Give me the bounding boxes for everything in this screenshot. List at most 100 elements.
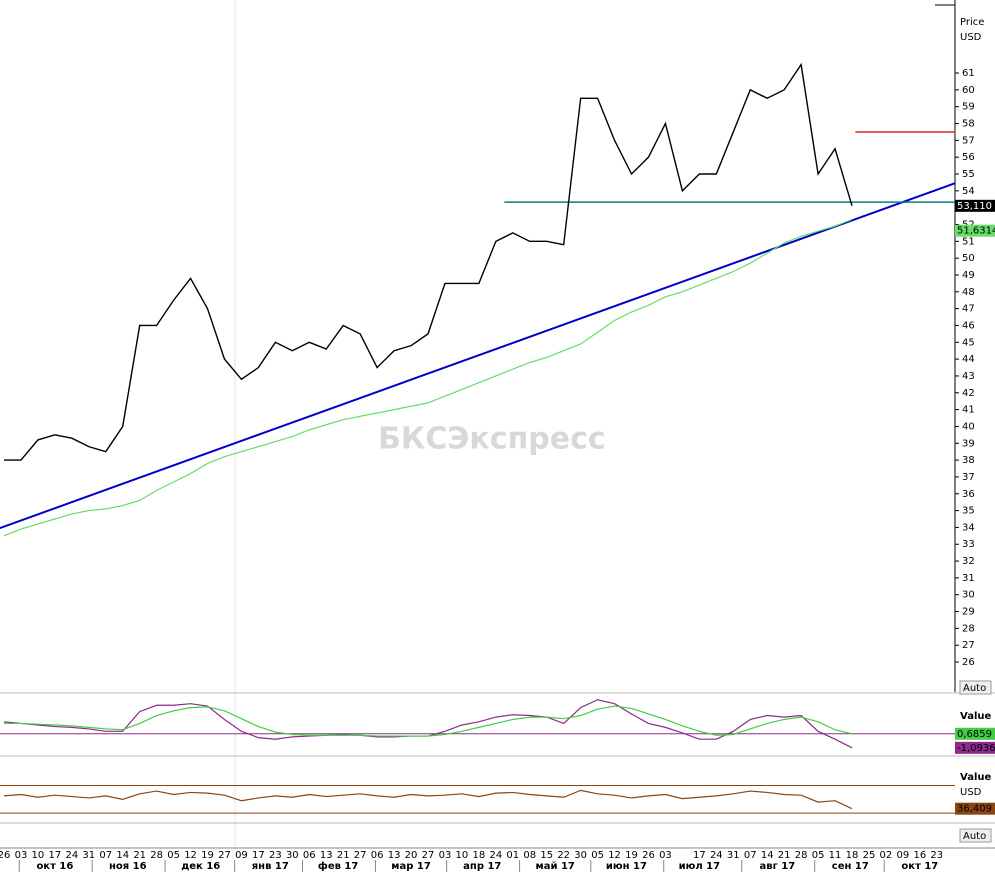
y-tick-label: 58 (962, 119, 975, 130)
y-tick-label: 55 (962, 169, 975, 180)
x-tick-label: 03 (659, 850, 672, 861)
x-tick-label: 27 (422, 850, 435, 861)
x-tick-label: 09 (235, 850, 248, 861)
month-label: фев 17 (318, 860, 358, 872)
y-tick-label: 40 (962, 421, 975, 432)
axis-title: Price (960, 17, 984, 28)
last-value-label: 0,6859 (957, 729, 992, 740)
y-tick-label: 51 (962, 236, 975, 247)
series-line (4, 705, 853, 737)
auto-button[interactable]: Auto (959, 828, 992, 843)
y-tick-label: 30 (962, 590, 975, 601)
last-value-box (955, 199, 995, 212)
y-tick-label: 44 (962, 354, 975, 365)
x-tick-label: 03 (15, 850, 28, 861)
x-tick-label: 21 (778, 850, 791, 861)
axis-title: Value (960, 711, 991, 722)
x-tick-label: 10 (32, 850, 45, 861)
axis-unit: USD (960, 32, 982, 43)
x-tick-label: 17 (693, 850, 706, 861)
x-tick-label: 27 (218, 850, 231, 861)
x-tick-label: 15 (540, 850, 553, 861)
last-value-label: 53,110 (957, 201, 992, 212)
x-tick-label: 30 (286, 850, 299, 861)
last-value-box (955, 727, 995, 740)
last-value-label: 51,6314 (957, 226, 995, 237)
y-tick-label: 54 (962, 186, 975, 197)
month-label: май 17 (536, 861, 575, 872)
last-value-box (955, 741, 995, 754)
y-tick-label: 46 (962, 320, 975, 331)
button-frame[interactable] (959, 828, 992, 843)
y-tick-label: 38 (962, 455, 975, 466)
x-tick-label: 27 (354, 850, 367, 861)
x-tick-label: 24 (489, 850, 502, 861)
month-label: сен 17 (832, 861, 869, 872)
month-label: окт 17 (901, 861, 938, 872)
x-tick-label: 07 (99, 850, 112, 861)
y-tick-label: 43 (962, 371, 975, 382)
auto-button[interactable]: Auto (959, 680, 992, 695)
x-tick-label: 23 (930, 850, 943, 861)
y-tick-label: 60 (962, 85, 975, 96)
x-tick-label: 07 (744, 850, 757, 861)
button-frame[interactable] (959, 680, 992, 695)
last-value-box (955, 224, 995, 237)
x-tick-label: 31 (82, 850, 95, 861)
x-tick-label: 25 (863, 850, 876, 861)
x-tick-label: 18 (846, 850, 859, 861)
y-tick-label: 57 (962, 135, 975, 146)
x-tick-label: 16 (913, 850, 926, 861)
x-tick-label: 17 (252, 850, 265, 861)
x-tick-label: 28 (795, 850, 808, 861)
x-tick-label: 06 (303, 850, 316, 861)
y-tick-label: 35 (962, 506, 975, 517)
y-tick-label: 27 (962, 640, 975, 651)
y-tick-label: 34 (962, 522, 975, 533)
watermark: БКСЭкспресс (378, 422, 606, 457)
month-label: мар 17 (391, 861, 431, 872)
x-tick-label: 26 (642, 850, 655, 861)
last-value-label: -1,0936 (957, 743, 995, 754)
month-label: янв 17 (252, 861, 289, 872)
month-label: авг 17 (760, 861, 796, 872)
x-tick-label: 20 (405, 850, 418, 861)
x-tick-label: 12 (184, 850, 197, 861)
y-tick-label: 31 (962, 573, 975, 584)
x-tick-label: 17 (49, 850, 62, 861)
x-tick-label: 22 (557, 850, 570, 861)
x-tick-label: 05 (591, 850, 604, 861)
x-tick-label: 08 (523, 850, 536, 861)
x-tick-label: 18 (473, 850, 486, 861)
y-tick-label: 47 (962, 304, 975, 315)
y-tick-label: 61 (962, 68, 975, 79)
x-tick-label: 19 (201, 850, 214, 861)
x-tick-label: 24 (710, 850, 723, 861)
y-tick-label: 45 (962, 337, 975, 348)
x-tick-label: 26 (0, 850, 10, 861)
y-tick-label: 37 (962, 472, 975, 483)
series-line (3, 789, 853, 810)
button-label[interactable]: Auto (963, 683, 986, 694)
x-tick-label: 10 (456, 850, 469, 861)
y-tick-label: 50 (962, 253, 975, 264)
y-tick-label: 28 (962, 623, 975, 634)
y-tick-label: 49 (962, 270, 975, 281)
y-tick-label: 48 (962, 287, 975, 298)
x-tick-label: 24 (65, 850, 78, 861)
y-tick-label: 36 (962, 489, 975, 500)
x-tick-label: 05 (167, 850, 180, 861)
button-label[interactable]: Auto (963, 831, 986, 842)
month-label: окт 16 (36, 861, 73, 872)
trend-line (0, 182, 956, 530)
x-tick-label: 14 (761, 850, 774, 861)
x-tick-label: 02 (880, 850, 893, 861)
x-tick-label: 01 (506, 850, 519, 861)
y-tick-label: 59 (962, 102, 975, 113)
axis-title: Value (960, 772, 991, 783)
x-tick-label: 13 (320, 850, 333, 861)
month-label: дек 16 (181, 861, 220, 872)
y-tick-label: 26 (962, 657, 975, 668)
x-tick-label: 05 (812, 850, 825, 861)
month-label: ноя 16 (109, 861, 147, 872)
